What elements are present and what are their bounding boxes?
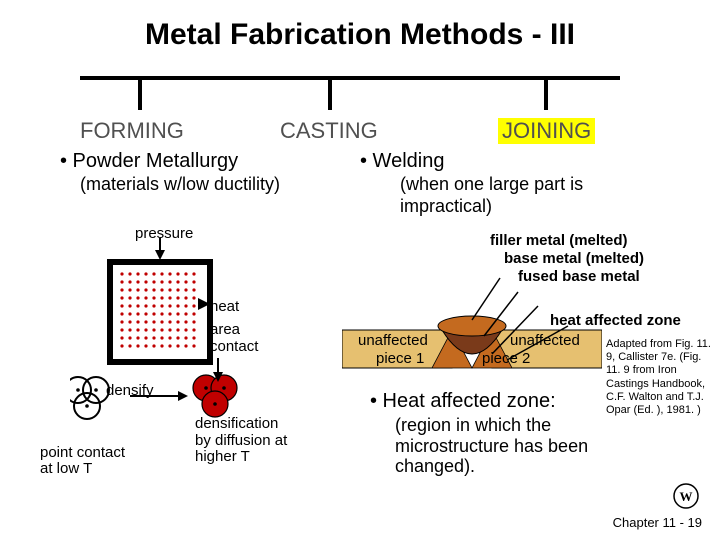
chapter-footer: Chapter 11 - 19 (613, 515, 702, 530)
category-forming: FORMING (80, 118, 184, 144)
powder-bullet: • Powder Metallurgy (60, 150, 238, 173)
svg-text:W: W (680, 489, 693, 504)
area-contact-label: area contact (210, 322, 258, 355)
welding-bullet: • Welding (360, 150, 444, 173)
publisher-logo-icon: W (672, 482, 700, 510)
haz-heading: • Heat affected zone: (370, 390, 556, 413)
densify-label: densify (106, 382, 154, 399)
figure-citation: Adapted from Fig. 11. 9, Callister 7e. (… (606, 338, 716, 417)
welding-subtext-2: impractical) (400, 196, 492, 217)
haz-body: (region in which the microstructure has … (395, 415, 588, 477)
point-contact-label: point contact at low T (40, 428, 125, 478)
piece-2-label: piece 2 (482, 350, 530, 367)
piece-1-label: piece 1 (376, 350, 424, 367)
unaffected-2-label: unaffected (510, 332, 580, 349)
powder-subtext: (materials w/low ductility) (80, 174, 280, 195)
page-title: Metal Fabrication Methods - III (0, 18, 720, 52)
heat-label: heat (210, 298, 239, 315)
category-casting: CASTING (280, 118, 378, 144)
welding-subtext-1: (when one large part is (400, 174, 583, 195)
category-joining: JOINING (498, 118, 595, 144)
haz-callout-label: heat affected zone (550, 312, 681, 329)
fused-metal-label: fused base metal (518, 268, 640, 285)
category-bracket (80, 74, 620, 114)
densification-label: densification by diffusion at higher T (195, 416, 287, 466)
base-metal-label: base metal (melted) (504, 250, 644, 267)
filler-metal-label: filler metal (melted) (490, 232, 628, 249)
unaffected-1-label: unaffected (358, 332, 428, 349)
